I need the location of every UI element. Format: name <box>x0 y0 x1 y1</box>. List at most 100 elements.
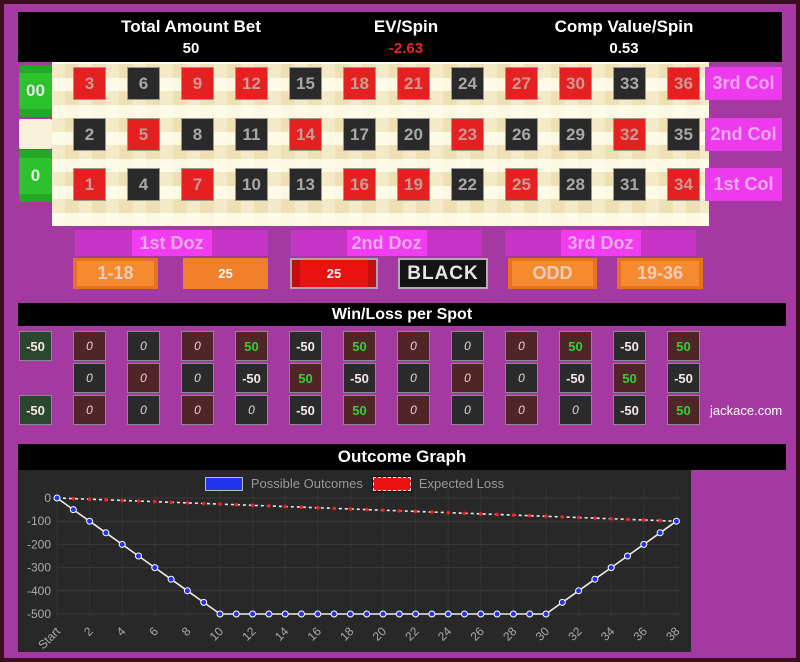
winloss-cell: 50 <box>343 331 376 361</box>
number-cell-27[interactable]: 27 <box>505 67 538 100</box>
winloss-title-bar: Win/Loss per Spot <box>18 303 786 326</box>
data-point <box>624 552 631 560</box>
winloss-cell: 0 <box>181 363 214 393</box>
number-cell-33[interactable]: 33 <box>613 67 646 100</box>
number-cell-10[interactable]: 10 <box>235 168 268 201</box>
stat-value: -2.63 <box>388 40 424 57</box>
number-cell-3[interactable]: 3 <box>73 67 106 100</box>
number-cell-13[interactable]: 13 <box>289 168 322 201</box>
number-cell-30[interactable]: 30 <box>559 67 592 100</box>
number-cell-31[interactable]: 31 <box>613 168 646 201</box>
data-point <box>526 610 534 618</box>
bet-odd[interactable]: ODD <box>508 258 597 289</box>
dozen-highlight <box>346 230 427 256</box>
data-point <box>509 610 517 618</box>
winloss-cell: 0 <box>397 331 430 361</box>
number-cell-19[interactable]: 19 <box>397 168 430 201</box>
winloss-cell: 0 <box>127 395 160 425</box>
winloss-cell: 0 <box>73 395 106 425</box>
number-cell-34[interactable]: 34 <box>667 168 700 201</box>
bet-1-18[interactable]: 1-18 <box>73 258 158 289</box>
winloss-cell: -50 <box>289 395 322 425</box>
data-point <box>218 502 222 506</box>
number-cell-9[interactable]: 9 <box>181 67 214 100</box>
x-axis-tick-label: 30 <box>533 624 553 644</box>
winloss-cell: 0 <box>181 395 214 425</box>
winloss-cell: 0 <box>559 395 592 425</box>
data-point <box>542 610 550 618</box>
chart-legend: Possible Outcomes Expected Loss <box>18 476 691 491</box>
number-cell-6[interactable]: 6 <box>127 67 160 100</box>
number-cell-5[interactable]: 5 <box>127 118 160 151</box>
bet-even[interactable]: 25 <box>183 258 268 289</box>
data-point <box>102 529 110 537</box>
number-cell-2[interactable]: 2 <box>73 118 106 151</box>
bet-red[interactable]: 25 <box>290 258 378 289</box>
number-cell-15[interactable]: 15 <box>289 67 322 100</box>
bet-19-36[interactable]: 19-36 <box>617 258 703 289</box>
number-cell-29[interactable]: 29 <box>559 118 592 151</box>
number-cell-21[interactable]: 21 <box>397 67 430 100</box>
number-cell-12[interactable]: 12 <box>235 67 268 100</box>
x-axis-tick-label: 4 <box>114 624 129 639</box>
stats-header-bar: Total Amount Bet 50 EV/Spin -2.63 Comp Value… <box>18 12 782 62</box>
number-cell-23[interactable]: 23 <box>451 118 484 151</box>
legend-label: Possible Outcomes <box>250 476 363 491</box>
y-axis-tick-label: -200 <box>27 537 51 551</box>
winloss-cell: 0 <box>397 363 430 393</box>
number-cell-25[interactable]: 25 <box>505 168 538 201</box>
winloss-cell-00: -50 <box>19 331 52 361</box>
data-point <box>120 498 124 503</box>
number-cell-26[interactable]: 26 <box>505 118 538 151</box>
number-cell-1[interactable]: 1 <box>73 168 106 201</box>
number-cell-18[interactable]: 18 <box>343 67 376 100</box>
x-axis-tick-label: 18 <box>337 624 357 644</box>
number-cell-35[interactable]: 35 <box>667 118 700 151</box>
number-cell-00[interactable]: 00 <box>19 65 52 117</box>
data-point <box>87 497 92 502</box>
number-cell-8[interactable]: 8 <box>181 118 214 151</box>
winloss-cell: 0 <box>451 331 484 361</box>
number-cell-11[interactable]: 11 <box>235 118 268 151</box>
y-axis-tick-label: -400 <box>27 584 51 598</box>
number-cell-28[interactable]: 28 <box>559 168 592 201</box>
y-axis-tick-label: -100 <box>27 514 51 528</box>
number-cell-16[interactable]: 16 <box>343 168 376 201</box>
winloss-cell: 0 <box>235 395 268 425</box>
number-cell-20[interactable]: 20 <box>397 118 430 151</box>
number-cell-32[interactable]: 32 <box>613 118 646 151</box>
data-point <box>71 496 76 501</box>
data-point <box>461 610 468 618</box>
data-point <box>314 610 322 618</box>
x-axis-tick-label: 2 <box>81 624 96 639</box>
number-cell-17[interactable]: 17 <box>343 118 376 151</box>
dozen-highlight <box>131 230 212 256</box>
winloss-cell: 0 <box>181 331 214 361</box>
data-point <box>167 575 175 583</box>
data-point <box>232 610 240 618</box>
column-bet-button-2nd-col[interactable]: 2nd Col <box>705 118 782 151</box>
dozen-bet-button-1st-doz[interactable]: 1st Doz <box>75 230 268 256</box>
data-point <box>283 504 288 509</box>
stat-ev-spin: EV/Spin -2.63 <box>271 12 541 62</box>
number-cell-7[interactable]: 7 <box>181 168 214 201</box>
number-cell-0[interactable]: 0 <box>19 150 52 202</box>
winloss-cell: 0 <box>505 363 538 393</box>
winloss-cell: -50 <box>343 363 376 393</box>
data-point <box>379 610 387 618</box>
number-cell-4[interactable]: 4 <box>127 168 160 201</box>
number-cell-24[interactable]: 24 <box>451 67 484 100</box>
data-point <box>446 510 451 515</box>
number-cell-14[interactable]: 14 <box>289 118 322 151</box>
dozen-label: 3rd Doz <box>567 232 634 253</box>
dozen-bet-button-3rd-doz[interactable]: 3rd Doz <box>505 230 696 256</box>
bet-black[interactable]: BLACK <box>398 258 488 289</box>
winloss-cell: -50 <box>667 363 700 393</box>
column-bet-button-1st-col[interactable]: 1st Col <box>705 168 782 201</box>
dozen-bet-button-2nd-doz[interactable]: 2nd Doz <box>291 230 482 256</box>
number-cell-22[interactable]: 22 <box>451 168 484 201</box>
x-axis-tick-label: Start <box>35 624 63 652</box>
number-cell-36[interactable]: 36 <box>667 67 700 100</box>
column-bet-button-3rd-col[interactable]: 3rd Col <box>705 67 782 100</box>
